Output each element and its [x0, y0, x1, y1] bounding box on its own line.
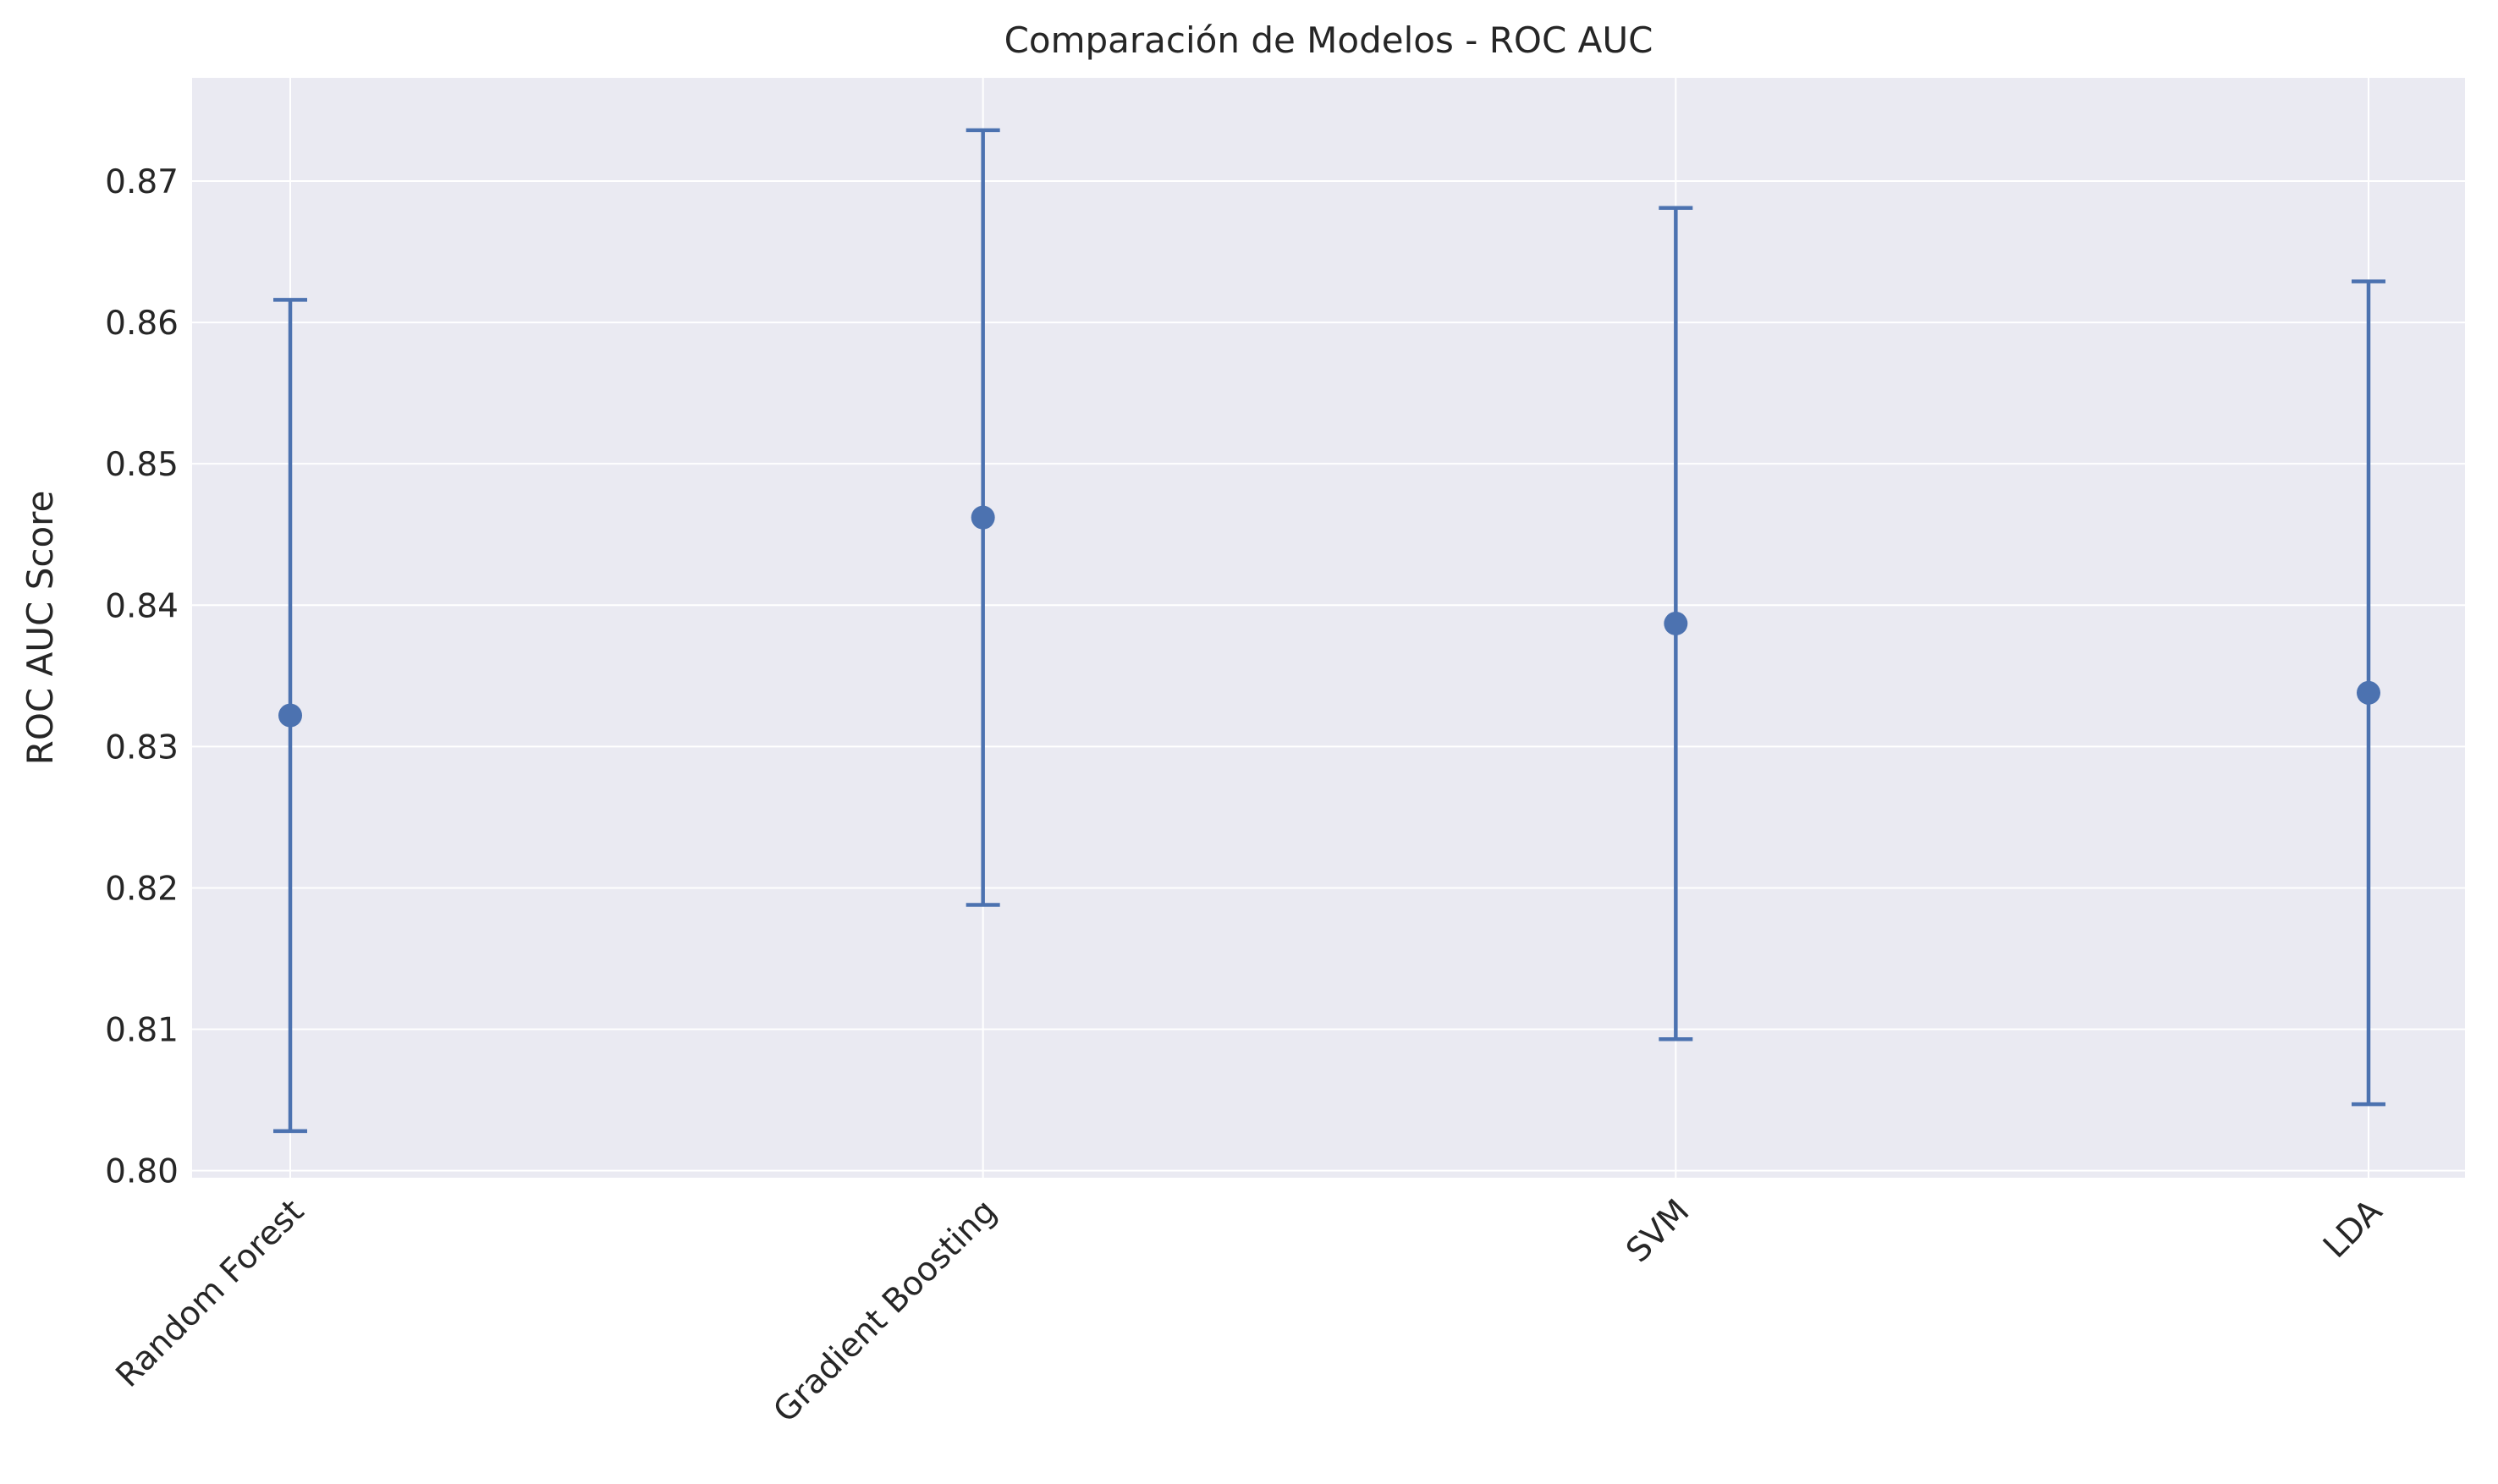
x-axis-ticks: Random Forest Gradient Boosting SVM LDA [109, 1192, 2391, 1430]
x-tick-label: SVM [1619, 1192, 1697, 1270]
y-tick-label: 0.81 [105, 1012, 179, 1050]
y-tick-label: 0.82 [105, 870, 179, 908]
y-axis-ticks: 0.80 0.81 0.82 0.83 0.84 0.85 0.86 0.87 [105, 163, 179, 1191]
x-tick-label: Random Forest [109, 1192, 311, 1394]
y-tick-label: 0.87 [105, 163, 179, 201]
mean-point [2357, 680, 2380, 705]
y-tick-label: 0.84 [105, 587, 179, 625]
y-tick-label: 0.86 [105, 305, 179, 343]
data-marks [273, 128, 2385, 1134]
x-tick-label: Gradient Boosting [767, 1192, 1004, 1430]
x-tick-label: LDA [2316, 1192, 2390, 1266]
mean-point [1664, 611, 1688, 635]
mean-point [278, 703, 302, 728]
y-axis-label: ROC AUC Score [19, 491, 61, 766]
y-tick-label: 0.83 [105, 728, 179, 767]
plot-area-background [192, 78, 2465, 1178]
chart-title: Comparación de Modelos - ROC AUC [1004, 19, 1653, 61]
y-tick-label: 0.80 [105, 1153, 179, 1191]
mean-point [971, 505, 995, 530]
y-tick-label: 0.85 [105, 446, 179, 484]
